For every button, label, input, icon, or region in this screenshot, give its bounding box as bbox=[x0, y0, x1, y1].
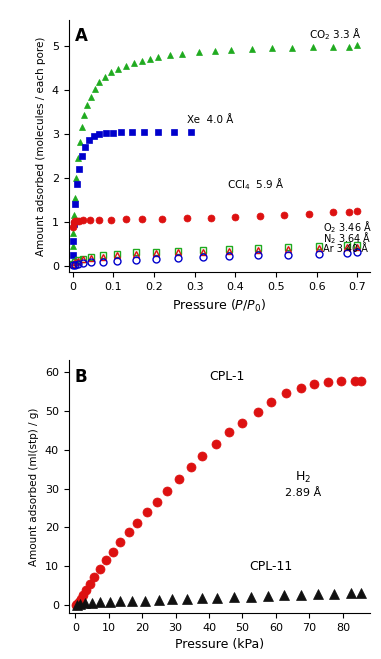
X-axis label: Pressure ($\mathit{P/P}_0$): Pressure ($\mathit{P/P}_0$) bbox=[172, 297, 266, 314]
Text: H$_2$: H$_2$ bbox=[295, 470, 311, 485]
Y-axis label: Amount adsorbed (molecules / each pore): Amount adsorbed (molecules / each pore) bbox=[36, 36, 46, 256]
X-axis label: Pressure (kPa): Pressure (kPa) bbox=[174, 638, 264, 651]
Text: Ar 3.40 Å: Ar 3.40 Å bbox=[323, 244, 368, 254]
Text: B: B bbox=[75, 368, 87, 386]
Text: A: A bbox=[75, 27, 88, 45]
Y-axis label: Amount adsorbed (ml(stp) / g): Amount adsorbed (ml(stp) / g) bbox=[29, 407, 39, 566]
Text: CPL-1: CPL-1 bbox=[209, 370, 245, 383]
Text: Xe  4.0 Å: Xe 4.0 Å bbox=[187, 115, 233, 125]
Text: O$_2$ 3.46 Å: O$_2$ 3.46 Å bbox=[323, 219, 372, 235]
Text: CCl$_4$  5.9 Å: CCl$_4$ 5.9 Å bbox=[227, 177, 285, 192]
Text: CPL-11: CPL-11 bbox=[249, 560, 293, 573]
Text: N$_2$ 3.64 Å: N$_2$ 3.64 Å bbox=[323, 230, 371, 246]
Text: CO$_2$ 3.3 Å: CO$_2$ 3.3 Å bbox=[309, 26, 361, 42]
Text: 2.89 Å: 2.89 Å bbox=[285, 488, 321, 498]
